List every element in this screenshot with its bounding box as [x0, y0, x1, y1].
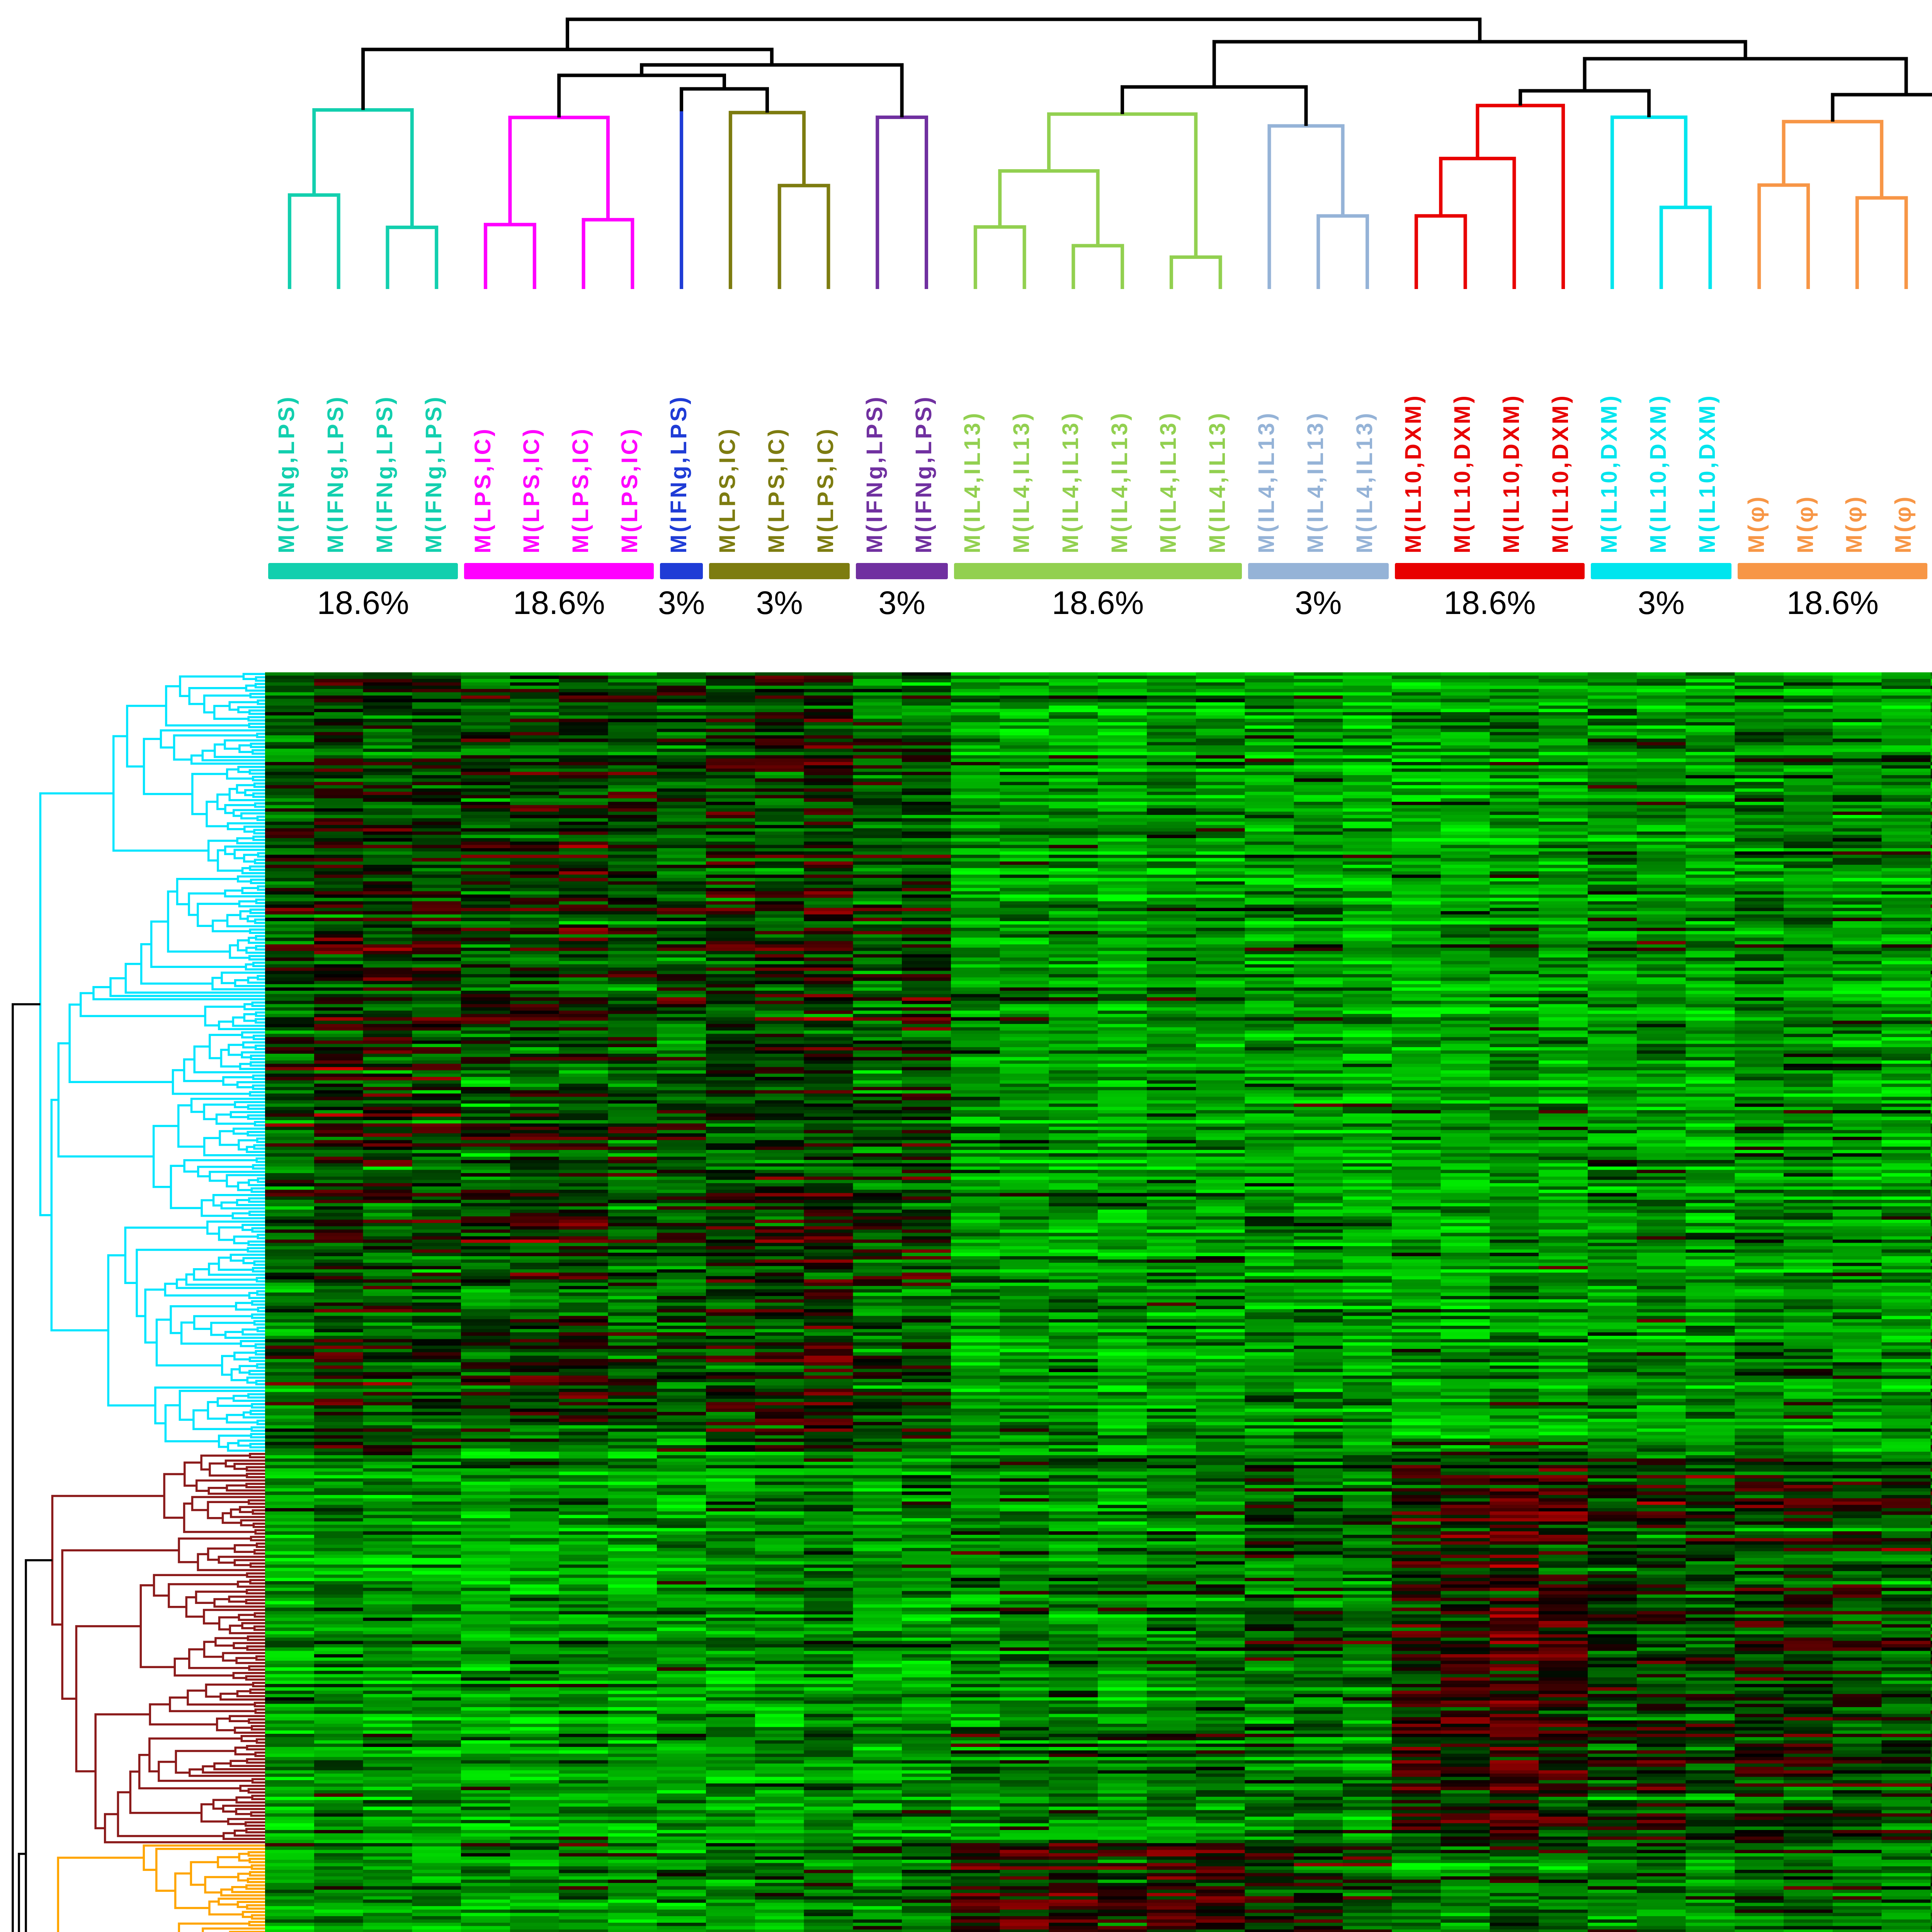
column-label: M(IL10,DXM) [1646, 393, 1671, 553]
oxygen-percent-label: 3% [1295, 585, 1342, 621]
column-label: M(φ) [1891, 494, 1916, 553]
row-dendrogram [12, 673, 265, 1932]
column-label: M(IL4,IL13) [1352, 411, 1377, 553]
column-label: M(IFNg,LPS) [274, 395, 299, 553]
column-dendrogram [287, 17, 1932, 289]
oxygen-percent-label: 3% [658, 585, 705, 621]
column-label: M(IL10,DXM) [1597, 393, 1622, 553]
dendrogram-branch [51, 1453, 265, 1844]
oxygen-percent-label: 3% [1906, 584, 1932, 622]
column-label: M(IFNg,LPS) [666, 395, 691, 553]
column-label: M(IFNg,LPS) [911, 395, 936, 553]
oxygen-percent-label: 3% [756, 585, 803, 621]
column-label: M(LPS,IC) [519, 427, 544, 553]
group-color-bar [954, 563, 1242, 579]
group-color-bar [1248, 563, 1389, 579]
dendrogram-branch [287, 108, 439, 289]
dendrogram-branch [1757, 120, 1908, 289]
group-color-bar [856, 563, 948, 579]
dendrogram-branch [1610, 115, 1712, 289]
column-label: M(LPS,IC) [617, 427, 642, 553]
oxygen-percent-label: 18.6% [513, 585, 605, 621]
column-label: M(IFNg,LPS) [862, 395, 887, 553]
group-color-bar [660, 563, 703, 579]
column-label: M(IL4,IL13) [1303, 411, 1328, 553]
column-label: M(LPS,IC) [764, 427, 789, 553]
column-label: M(LPS,IC) [568, 427, 594, 553]
column-label: M(IL4,IL13) [1205, 411, 1230, 553]
dendrogram-branch [484, 116, 634, 289]
dendrogram-branch [361, 17, 1932, 126]
dendrogram-branch [12, 1003, 53, 1932]
heatmap-canvas [265, 672, 1932, 1932]
column-label: M(φ) [1743, 494, 1769, 553]
column-label: M(IL4,IL13) [1107, 411, 1132, 553]
dendrogram-branch [1267, 124, 1369, 289]
group-color-bar [1395, 563, 1585, 579]
oxygen-percent-label: 18.6% [1052, 585, 1144, 621]
column-label: M(IFNg,LPS) [372, 395, 397, 553]
column-label: M(IL10,DXM) [1548, 393, 1573, 553]
dendrogram-branch [57, 1844, 265, 1932]
column-label: M(IL10,DXM) [1498, 393, 1524, 553]
group-color-bar [1738, 563, 1928, 579]
dendrogram-branch [39, 673, 265, 1452]
column-label: M(LPS,IC) [813, 427, 838, 553]
dendrogram-branch [973, 112, 1222, 289]
oxygen-percent-label: 3% [878, 585, 925, 621]
column-label: M(IL10,DXM) [1450, 393, 1475, 553]
column-label: M(IFNg,LPS) [421, 395, 446, 553]
column-label: M(IL4,IL13) [1058, 411, 1083, 553]
column-label: M(IL4,IL13) [1156, 411, 1181, 553]
dendrogram-branch [728, 111, 830, 289]
column-label: M(LPS,IC) [715, 427, 740, 553]
column-label: M(φ) [1793, 494, 1818, 553]
group-color-bar [464, 563, 654, 579]
dendrogram-branch [1414, 104, 1565, 289]
column-label: M(IL4,IL13) [960, 411, 985, 553]
oxygen-percent-label: 18.6% [1444, 585, 1536, 621]
group-color-bar [709, 563, 850, 579]
oxygen-percent-label: 18.6% [1786, 585, 1879, 621]
column-label: M(IL4,IL13) [1253, 411, 1279, 553]
dendrogram-branch [876, 116, 928, 289]
oxygen-percent-label: 18.6% [317, 585, 409, 621]
group-color-bar [268, 563, 458, 579]
column-label: M(IL4,IL13) [1009, 411, 1034, 553]
column-label: M(φ) [1842, 494, 1867, 553]
column-label: M(LPS,IC) [470, 427, 495, 553]
column-label: M(IFNg,LPS) [323, 395, 349, 553]
column-label: M(IL10,DXM) [1401, 393, 1426, 553]
group-color-bar [1591, 563, 1732, 579]
column-label: M(IL10,DXM) [1694, 393, 1720, 553]
oxygen-percent-label: 3% [1638, 585, 1685, 621]
